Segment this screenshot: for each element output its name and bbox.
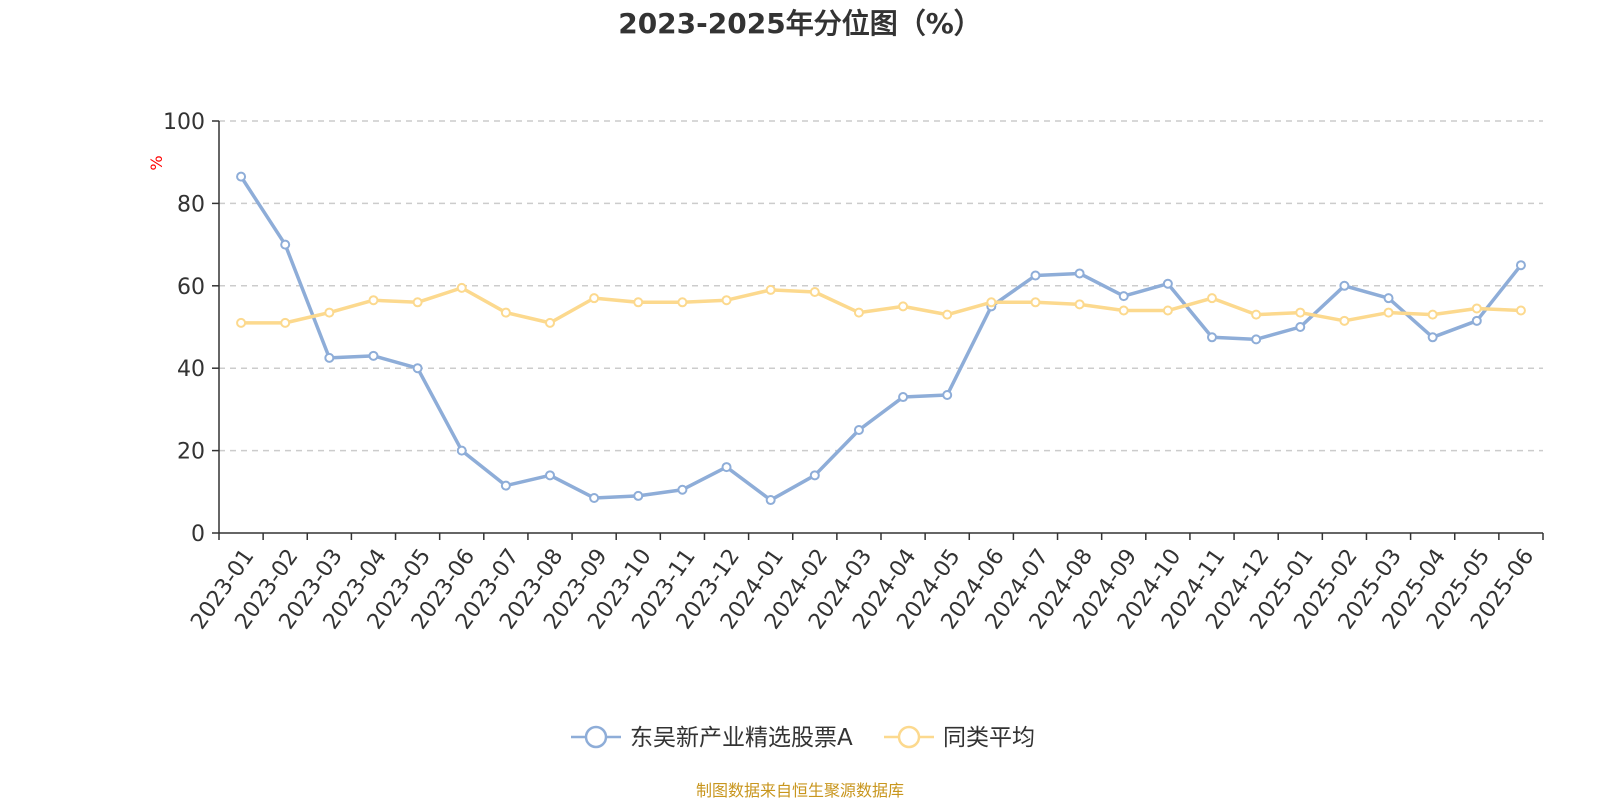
data-point <box>280 317 291 328</box>
data-point <box>236 171 247 182</box>
data-point <box>1074 268 1085 279</box>
data-point <box>324 352 335 363</box>
data-point <box>545 317 555 328</box>
data-point <box>1030 270 1041 281</box>
data-point <box>809 286 820 297</box>
data-point <box>368 295 379 306</box>
data-point <box>677 484 688 495</box>
data-point <box>633 297 644 308</box>
data-point <box>280 239 291 250</box>
data-point <box>853 307 864 318</box>
legend-label: 东吴新产业精选股票A <box>630 725 853 751</box>
legend-label: 同类平均 <box>943 725 1035 751</box>
data-point <box>500 480 511 491</box>
chart-title: 2023-2025年分位图（%） <box>618 7 982 40</box>
data-point <box>1515 305 1526 316</box>
data-point <box>942 389 953 400</box>
data-point <box>1295 307 1306 318</box>
data-point <box>942 309 953 320</box>
data-point <box>721 462 732 473</box>
data-point <box>1383 307 1394 318</box>
data-point <box>898 301 909 312</box>
data-point <box>1295 322 1306 332</box>
data-point <box>633 490 644 501</box>
data-point <box>545 470 555 481</box>
data-point <box>677 297 688 308</box>
data-point <box>721 295 732 306</box>
data-point <box>765 495 776 506</box>
series-line-0 <box>239 175 1523 502</box>
data-point <box>1427 309 1438 320</box>
data-point <box>1162 278 1173 289</box>
legend-marker <box>897 725 921 749</box>
data-point <box>1207 293 1217 304</box>
data-point <box>324 307 335 318</box>
y-tick-label: 80 <box>177 192 205 217</box>
data-point <box>456 282 467 293</box>
y-tick-label: 40 <box>177 357 205 382</box>
series-line-1 <box>241 286 1522 325</box>
data-point <box>853 425 864 435</box>
series-group-1 <box>236 282 1526 328</box>
data-point <box>1339 315 1350 326</box>
data-point <box>1207 332 1217 343</box>
data-point <box>1162 305 1173 316</box>
data-point <box>589 492 600 503</box>
series-lines <box>236 171 1526 506</box>
data-point <box>1383 293 1394 304</box>
data-point <box>1471 315 1482 326</box>
data-source-note: 制图数据来自恒生聚源数据库 <box>696 781 904 800</box>
axes: 0204060801002023-012023-022023-032023-04… <box>163 110 1544 634</box>
y-tick-label: 0 <box>191 522 205 547</box>
legend-marker <box>584 725 608 749</box>
data-point <box>1074 299 1085 310</box>
legend[interactable]: 东吴新产业精选股票A 同类平均 <box>571 725 1035 751</box>
data-point <box>809 470 820 481</box>
data-point <box>236 317 247 328</box>
data-point <box>1251 309 1262 320</box>
data-point <box>1515 260 1526 271</box>
data-point <box>500 307 511 318</box>
grid-lines <box>219 120 1543 452</box>
y-tick-label: 60 <box>177 275 205 300</box>
data-point <box>412 297 423 308</box>
data-point <box>456 445 467 456</box>
y-tick-label: 20 <box>177 440 205 465</box>
legend-item-0[interactable]: 东吴新产业精选股票A <box>571 725 853 751</box>
data-point <box>412 363 423 374</box>
series-group-0 <box>236 171 1526 506</box>
data-point <box>1471 303 1482 314</box>
data-point <box>1030 297 1041 308</box>
y-axis-label: % <box>147 155 166 170</box>
data-point <box>589 293 600 304</box>
data-point <box>986 297 997 308</box>
data-point <box>765 284 776 295</box>
data-point <box>368 350 379 361</box>
data-point <box>1118 291 1129 302</box>
data-point <box>1427 332 1438 343</box>
data-point <box>1251 334 1262 345</box>
legend-item-1[interactable]: 同类平均 <box>884 725 1035 751</box>
y-tick-label: 100 <box>163 110 205 135</box>
data-point <box>898 392 909 403</box>
data-point <box>1118 305 1129 316</box>
data-point <box>1339 280 1350 291</box>
